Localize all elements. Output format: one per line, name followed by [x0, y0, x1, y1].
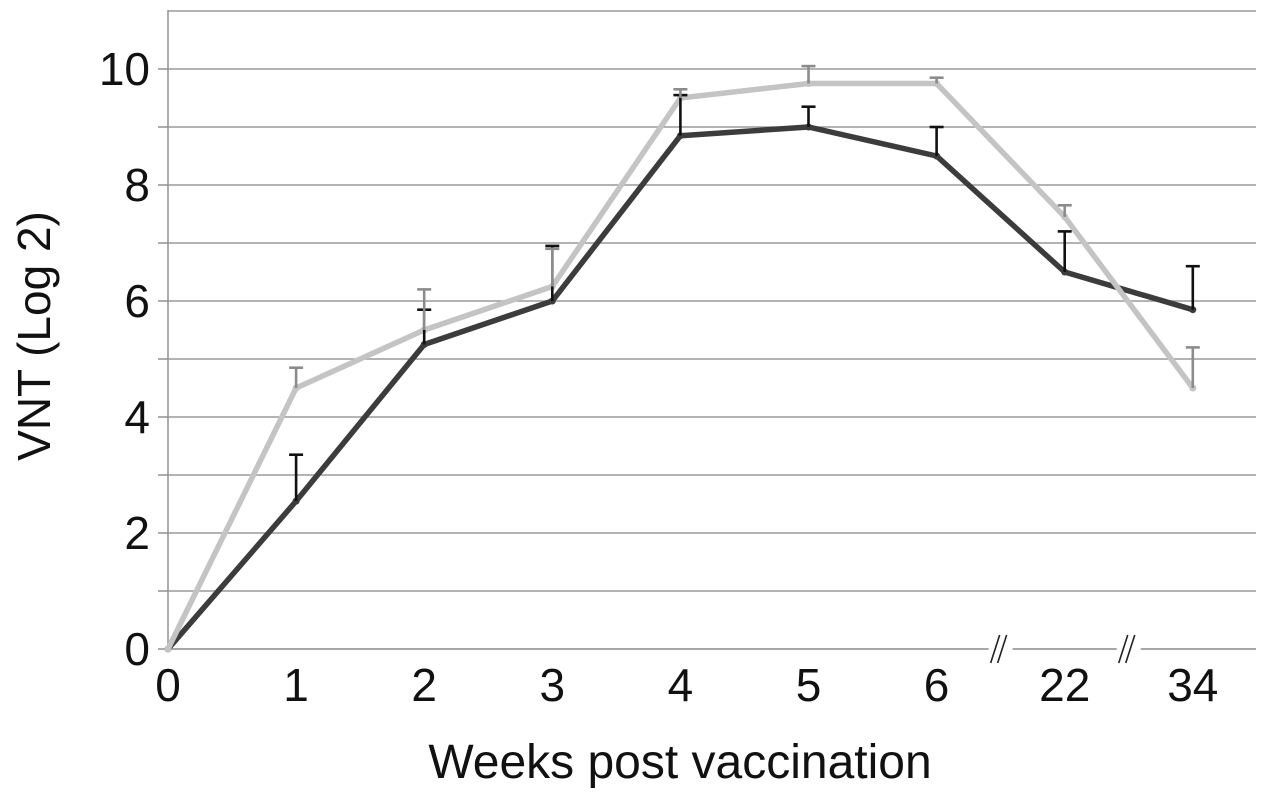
x-tick-label: 4: [668, 659, 694, 711]
series-line-2: [165, 80, 1196, 652]
y-tick-label: 6: [124, 275, 150, 327]
axis-break: [1116, 633, 1141, 665]
series-lines: [164, 80, 1197, 653]
x-tick-labels: 0 1 2 3 4 5 6 22 34: [155, 659, 1218, 711]
axes: [158, 10, 1256, 650]
y-tick-label: 0: [124, 623, 150, 675]
x-tick-label: 3: [540, 659, 566, 711]
axis-break-slash: [996, 634, 1008, 664]
x-tick-label: 0: [155, 659, 181, 711]
series-line-1: [165, 124, 1196, 652]
y-tick-label: 4: [124, 391, 150, 443]
y-tick-label: 2: [124, 507, 150, 559]
axis-break-slash: [1124, 634, 1136, 664]
axis-break-slash: [989, 634, 1001, 664]
axis-break-gap: [1116, 633, 1141, 665]
x-tick-label: 6: [924, 659, 950, 711]
x-tick-label: 5: [796, 659, 822, 711]
axis-break-slash: [1117, 634, 1129, 664]
x-tick-label: 2: [411, 659, 437, 711]
x-tick-label: 34: [1167, 659, 1218, 711]
axis-break-gap: [988, 633, 1013, 665]
y-tick-label: 10: [99, 43, 150, 95]
grid-lines: [168, 10, 1256, 592]
y-axis-title: VNT (Log 2): [8, 211, 60, 461]
error-bars: [289, 64, 1200, 502]
x-axis-title: Weeks post vaccination: [428, 736, 931, 789]
y-tick-label: 8: [124, 159, 150, 211]
data-point: [164, 645, 172, 653]
x-tick-label: 1: [283, 659, 309, 711]
axis-break: [988, 633, 1013, 665]
axis-break-marks: [988, 633, 1141, 665]
x-tick-label: 22: [1039, 659, 1090, 711]
y-tick-labels: 0 2 4 6 8 10: [99, 43, 150, 675]
